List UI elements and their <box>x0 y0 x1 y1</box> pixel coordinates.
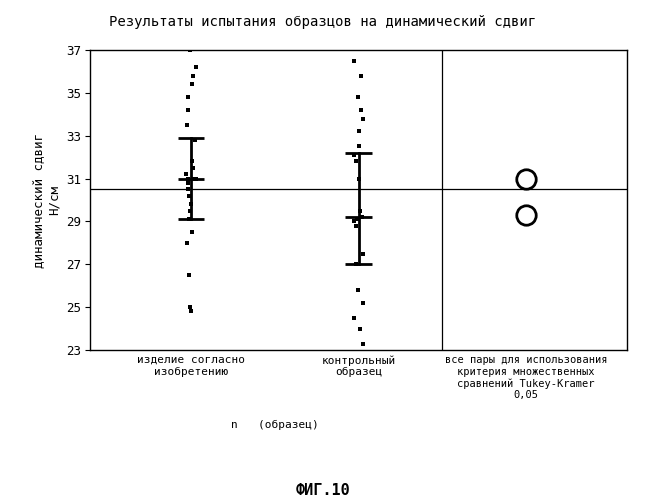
Y-axis label: динамический сдвиг
Н/см: динамический сдвиг Н/см <box>32 132 60 268</box>
Text: контрольный
образец: контрольный образец <box>322 355 395 378</box>
Text: изделие согласно
изобретению: изделие согласно изобретению <box>137 355 245 377</box>
Text: ФИГ.10: ФИГ.10 <box>296 483 350 498</box>
Text: Результаты испытания образцов на динамический сдвиг: Результаты испытания образцов на динамич… <box>109 15 537 29</box>
Text: все пары для использования
критерия множественных
сравнений Tukey-Kramer
0,05: все пары для использования критерия множ… <box>445 355 607 401</box>
Text: n   (образец): n (образец) <box>231 420 318 430</box>
